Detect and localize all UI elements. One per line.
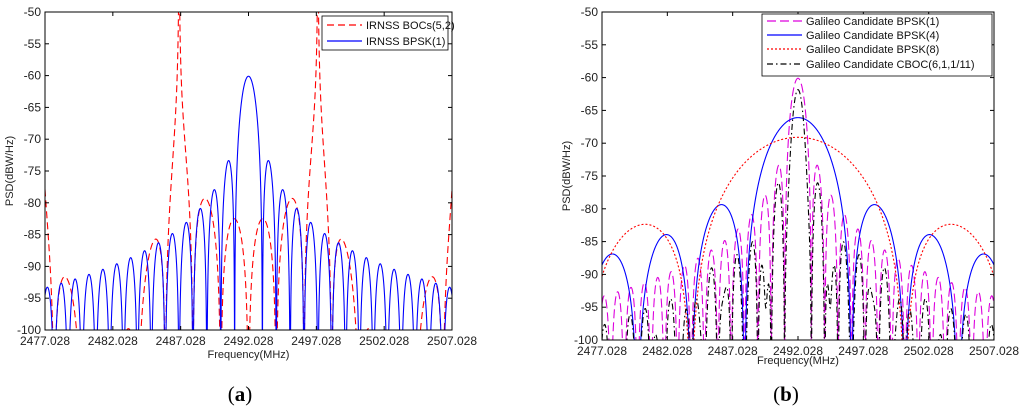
legend-a: IRNSS BOCs(5,2) IRNSS BPSK(1) xyxy=(321,15,455,51)
series-line-b-galileo-candidate-bpsk-8 xyxy=(602,136,994,340)
legend-label-bpsk4: Galileo Candidate BPSK(4) xyxy=(806,30,939,42)
chart-panel-b: 2477.028 2482.028 2487.028 2492.028 2497.028… xyxy=(561,5,1019,406)
y-tick-label: -95 xyxy=(24,291,42,305)
y-axis-label-a: PSD(dBW/Hz) xyxy=(4,136,16,206)
y-tick-label: -55 xyxy=(24,37,42,51)
y-axis-label-b: PSD(dBW/Hz) xyxy=(561,141,573,211)
x-tick-label: 2477.028 xyxy=(577,344,627,358)
panel-label-a: (a) xyxy=(228,382,253,406)
legend-box-a xyxy=(321,15,449,51)
x-axis-label-b: Frequency(MHz) xyxy=(757,355,839,367)
x-tick-label: 2502.028 xyxy=(359,334,409,348)
y-tick-label: -75 xyxy=(581,169,599,183)
y-tick-label: -90 xyxy=(581,267,599,281)
y-tick-label: -70 xyxy=(24,132,42,146)
x-tick-label: 2497.028 xyxy=(291,334,341,348)
legend-label-bpsk1-b: Galileo Candidate BPSK(1) xyxy=(806,16,939,28)
plot-area-a xyxy=(45,12,452,330)
x-tick-label: 2497.028 xyxy=(838,344,888,358)
legend-box-b xyxy=(761,13,993,77)
y-tick-label: -100 xyxy=(17,323,41,337)
x-tick-label: 2487.028 xyxy=(708,344,758,358)
y-tick-label: -60 xyxy=(24,69,42,83)
series-line-b-galileo-candidate-cboc-6-1-1-11 xyxy=(602,89,994,340)
x-tick-label: 2507.028 xyxy=(427,334,477,348)
legend-label-boc: IRNSS BOCs(5,2) xyxy=(366,20,455,32)
y-tick-label: -95 xyxy=(581,300,599,314)
y-tick-label: -50 xyxy=(581,5,599,19)
y-tick-label: -70 xyxy=(581,136,599,150)
series-line-a-irnss-bpsk-1 xyxy=(45,75,452,330)
y-tick-label: -100 xyxy=(574,333,598,347)
y-tick-label: -90 xyxy=(24,259,42,273)
x-tick-label: 2482.028 xyxy=(88,334,138,348)
legend-label-bpsk1-a: IRNSS BPSK(1) xyxy=(366,36,445,48)
panel-label-b: (b) xyxy=(773,382,799,406)
legend-b: Galileo Candidate BPSK(1) Galileo Candid… xyxy=(761,13,993,77)
y-tick-label: -50 xyxy=(24,5,42,19)
y-tick-label: -60 xyxy=(581,71,599,85)
legend-label-cboc: Galileo Candidate CBOC(6,1,1/11) xyxy=(806,59,975,71)
x-tick-label: 2477.028 xyxy=(20,334,70,348)
x-tick-label: 2482.028 xyxy=(642,344,692,358)
chart-panel-a: 2477.028 2482.028 2487.028 2492.028 2497.028… xyxy=(4,5,477,406)
y-tick-label: -85 xyxy=(24,228,42,242)
legend-label-bpsk8: Galileo Candidate BPSK(8) xyxy=(806,44,939,56)
y-tick-label: -80 xyxy=(24,196,42,210)
y-tick-label: -55 xyxy=(581,38,599,52)
x-axis-label-a: Frequency(MHz) xyxy=(208,349,290,361)
series-line-b-galileo-candidate-bpsk-1 xyxy=(602,77,994,340)
y-tick-label: -80 xyxy=(581,202,599,216)
x-tick-label: 2502.028 xyxy=(904,344,954,358)
y-tick-label: -85 xyxy=(581,235,599,249)
y-tick-label: -75 xyxy=(24,164,42,178)
y-tick-label: -65 xyxy=(24,100,42,114)
x-tick-label: 2507.028 xyxy=(969,344,1019,358)
x-tick-label: 2492.028 xyxy=(223,334,273,348)
series-line-b-galileo-candidate-bpsk-4 xyxy=(602,117,994,340)
y-tick-label: -65 xyxy=(581,103,599,117)
x-tick-label: 2492.028 xyxy=(773,344,823,358)
x-tick-label: 2487.028 xyxy=(156,334,206,348)
